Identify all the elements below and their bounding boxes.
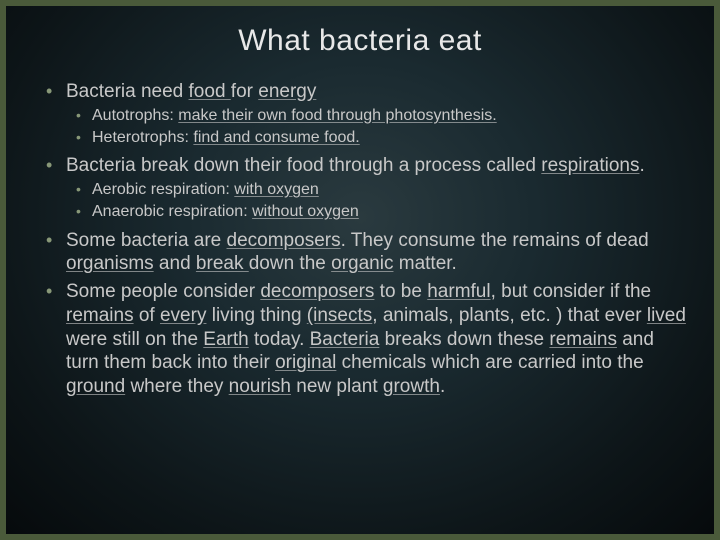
slide-title: What bacteria eat [34, 24, 686, 58]
bullet-1: Bacteria need food for energy Autotrophs… [34, 80, 686, 148]
underline: Earth [203, 329, 248, 350]
underline: lived [647, 305, 686, 326]
underline: ground [66, 376, 125, 397]
bullet-2a: Aerobic respiration: with oxygen [66, 180, 686, 201]
sublist: Autotrophs: make their own food through … [66, 106, 686, 149]
text: chemicals which are carried into the [336, 352, 643, 373]
underline: decomposers [227, 230, 341, 251]
text: Bacteria break down their food through a… [66, 155, 541, 176]
text: for [231, 81, 258, 102]
sublist: Aerobic respiration: with oxygen Anaerob… [66, 180, 686, 223]
bullet-4: Some people consider decomposers to be h… [34, 280, 686, 399]
text: and [154, 253, 196, 274]
underline: original [275, 352, 336, 373]
underline: respirations [541, 155, 639, 176]
underline: make their own food through photosynthes… [178, 107, 496, 124]
bullet-2: Bacteria break down their food through a… [34, 154, 686, 222]
text: down the [249, 253, 331, 274]
bullet-2b: Anaerobic respiration: without oxygen [66, 202, 686, 223]
text: today. [249, 329, 310, 350]
bullet-list: Bacteria need food for energy Autotrophs… [34, 80, 686, 399]
text: to be [374, 281, 427, 302]
underline: with oxygen [234, 181, 319, 198]
text: Some people consider [66, 281, 260, 302]
underline: remains [66, 305, 134, 326]
underline: remains [549, 329, 617, 350]
underline: nourish [229, 376, 291, 397]
bullet-3: Some bacteria are decomposers. They cons… [34, 229, 686, 277]
text: Aerobic respiration: [92, 181, 234, 198]
text: Some bacteria are [66, 230, 227, 251]
text: were still on the [66, 329, 203, 350]
text: , animals, plants, etc. ) that ever [372, 305, 647, 326]
underline: energy [258, 81, 316, 102]
text: of [134, 305, 160, 326]
text: . [440, 376, 445, 397]
text: Bacteria need [66, 81, 189, 102]
text: new plant [291, 376, 383, 397]
text: Autotrophs: [92, 107, 178, 124]
text: . They consume the remains of dead [341, 230, 649, 251]
underline: break [196, 253, 249, 274]
text: breaks down these [379, 329, 549, 350]
underline: harmful [427, 281, 490, 302]
underline: growth [383, 376, 440, 397]
underline: without oxygen [252, 203, 359, 220]
slide: What bacteria eat Bacteria need food for… [0, 0, 720, 540]
text: Anaerobic respiration: [92, 203, 252, 220]
underline: organic [331, 253, 393, 274]
underline: decomposers [260, 281, 374, 302]
underline: (insects [307, 305, 372, 326]
text: . [640, 155, 645, 176]
underline: every [160, 305, 206, 326]
underline: find and consume food. [193, 129, 359, 146]
underline: organisms [66, 253, 154, 274]
text: Heterotrophs: [92, 129, 193, 146]
text: , but consider if the [491, 281, 652, 302]
bullet-1a: Autotrophs: make their own food through … [66, 106, 686, 127]
underline: food [189, 81, 231, 102]
text: matter. [393, 253, 456, 274]
text: living thing [206, 305, 306, 326]
underline: Bacteria [310, 329, 380, 350]
bullet-1b: Heterotrophs: find and consume food. [66, 128, 686, 149]
text: where they [125, 376, 229, 397]
